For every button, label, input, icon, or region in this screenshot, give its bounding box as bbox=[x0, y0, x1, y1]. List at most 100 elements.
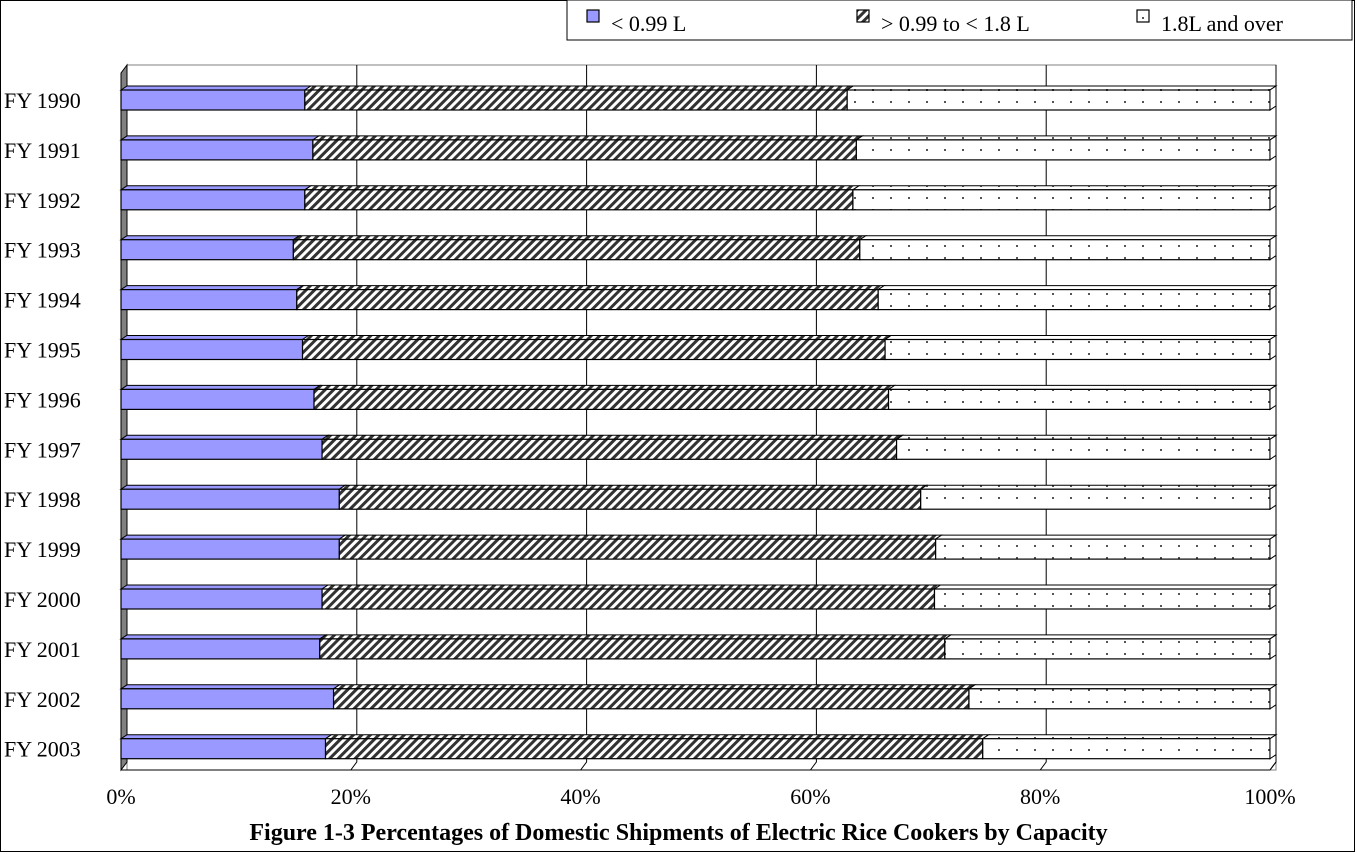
category-label: FY 2001 bbox=[4, 637, 81, 662]
bar-segment bbox=[120, 338, 304, 361]
legend-swatch bbox=[1136, 9, 1150, 23]
bar-segment bbox=[312, 139, 857, 161]
plot-back-wall bbox=[126, 64, 1277, 771]
x-axis-ticks: 0% 20% 40% 60% 80% 100% bbox=[106, 784, 1295, 809]
bar-end bbox=[1269, 683, 1277, 710]
legend-label: < 0.99 L bbox=[611, 11, 686, 36]
chart-caption: Figure 1-3 Percentages of Domestic Shipm… bbox=[249, 820, 1108, 846]
bar-end bbox=[1269, 234, 1277, 261]
legend-swatch bbox=[856, 9, 870, 23]
bar-segment bbox=[120, 139, 314, 161]
bar-segment bbox=[304, 189, 854, 211]
bar-end bbox=[1269, 134, 1277, 161]
bar-segment-top bbox=[119, 335, 311, 340]
bars bbox=[119, 85, 1278, 760]
bar-segment bbox=[944, 638, 1271, 660]
x-tick-label: 0% bbox=[106, 784, 135, 809]
bar-segment-top bbox=[919, 484, 1278, 490]
bar-segment bbox=[324, 738, 984, 760]
category-label: FY 1997 bbox=[4, 437, 81, 462]
bar-segment bbox=[313, 388, 890, 410]
category-label: FY 1998 bbox=[4, 487, 81, 512]
legend-box bbox=[566, 0, 1353, 41]
x-tick-label: 80% bbox=[1020, 784, 1060, 809]
bar-segment-top bbox=[291, 235, 868, 241]
bar-segment bbox=[887, 388, 1271, 410]
bar-end bbox=[1269, 384, 1277, 411]
x-tick-label: 40% bbox=[560, 784, 600, 809]
bar-segment bbox=[292, 239, 861, 261]
legend: < 0.99 L > 0.99 to < 1.8 L 1.8L and over bbox=[566, 0, 1353, 41]
bar-segment-top bbox=[303, 185, 861, 191]
category-label: FY 2000 bbox=[4, 587, 81, 612]
bar-segment bbox=[321, 588, 936, 610]
bar-segment bbox=[120, 488, 340, 510]
x-tick-label: 60% bbox=[790, 784, 830, 809]
bar-segment-top bbox=[883, 335, 1278, 340]
bar-segment bbox=[319, 638, 946, 660]
bar-segment bbox=[120, 239, 294, 261]
bar-segment bbox=[296, 289, 879, 311]
category-label: FY 1993 bbox=[4, 238, 81, 263]
bar-end bbox=[1269, 434, 1277, 461]
bar-segment-top bbox=[858, 235, 1278, 241]
bar-segment-top bbox=[119, 484, 347, 490]
category-label: FY 1994 bbox=[4, 288, 81, 313]
bar-segment bbox=[120, 289, 298, 311]
bar-segment bbox=[338, 538, 937, 560]
bar-end bbox=[1269, 633, 1277, 660]
bar-segment bbox=[301, 338, 886, 361]
bar-segment bbox=[120, 89, 306, 111]
bar-segment-top bbox=[337, 484, 929, 490]
bar-segment bbox=[304, 89, 848, 111]
bar-segment-top bbox=[886, 384, 1278, 390]
bar-segment bbox=[321, 438, 898, 460]
bar-segment bbox=[120, 738, 327, 760]
bar-segment bbox=[935, 538, 1271, 560]
category-label: FY 1991 bbox=[4, 138, 81, 163]
bar-end bbox=[1269, 584, 1277, 610]
bar-segment-top bbox=[119, 135, 321, 141]
category-labels: FY 1990 FY 1991 FY 1992 FY 1993 FY 1994 FY 19… bbox=[4, 88, 81, 762]
bar-segment-top bbox=[311, 135, 865, 141]
bar-segment bbox=[120, 638, 321, 660]
bar-segment bbox=[877, 289, 1271, 311]
bar-segment bbox=[895, 438, 1271, 460]
bar-segment-top bbox=[854, 135, 1278, 141]
bar-segment-top bbox=[119, 235, 302, 241]
bar-segment bbox=[982, 738, 1271, 760]
bar-segment bbox=[120, 438, 323, 460]
category-label: FY 1990 bbox=[4, 88, 81, 113]
plot-side-wall bbox=[120, 63, 128, 772]
bar-segment-top bbox=[851, 185, 1278, 191]
bar-end bbox=[1269, 534, 1277, 561]
bar-segment bbox=[120, 189, 306, 211]
bar-segment bbox=[968, 688, 1271, 710]
bar-end bbox=[1269, 484, 1277, 511]
bar-segment-top bbox=[312, 384, 897, 390]
bar-segment-top bbox=[320, 434, 905, 440]
category-label: FY 1999 bbox=[4, 537, 81, 562]
bar-segment-top bbox=[119, 185, 313, 191]
bar-segment bbox=[338, 488, 922, 510]
bar-segment-top bbox=[119, 285, 305, 291]
plot-area bbox=[120, 63, 1277, 772]
bar-segment bbox=[859, 239, 1271, 261]
bar-segment bbox=[920, 488, 1271, 510]
bar-segment bbox=[120, 388, 315, 410]
category-label: FY 1992 bbox=[4, 188, 81, 213]
bar-segment-top bbox=[876, 285, 1278, 291]
category-label: FY 1995 bbox=[4, 338, 81, 363]
bar-segment bbox=[120, 588, 323, 610]
bar-segment bbox=[846, 89, 1271, 111]
bar-segment bbox=[120, 688, 335, 710]
bar-end bbox=[1269, 184, 1277, 211]
category-label: FY 2002 bbox=[4, 687, 81, 712]
legend-swatch bbox=[586, 9, 600, 23]
x-tick-label: 20% bbox=[331, 784, 371, 809]
category-label: FY 1996 bbox=[4, 387, 81, 412]
bar-segment bbox=[332, 688, 970, 710]
bar-segment-top bbox=[119, 384, 322, 390]
bar-segment-top bbox=[119, 434, 330, 440]
category-label: FY 2003 bbox=[4, 737, 81, 762]
